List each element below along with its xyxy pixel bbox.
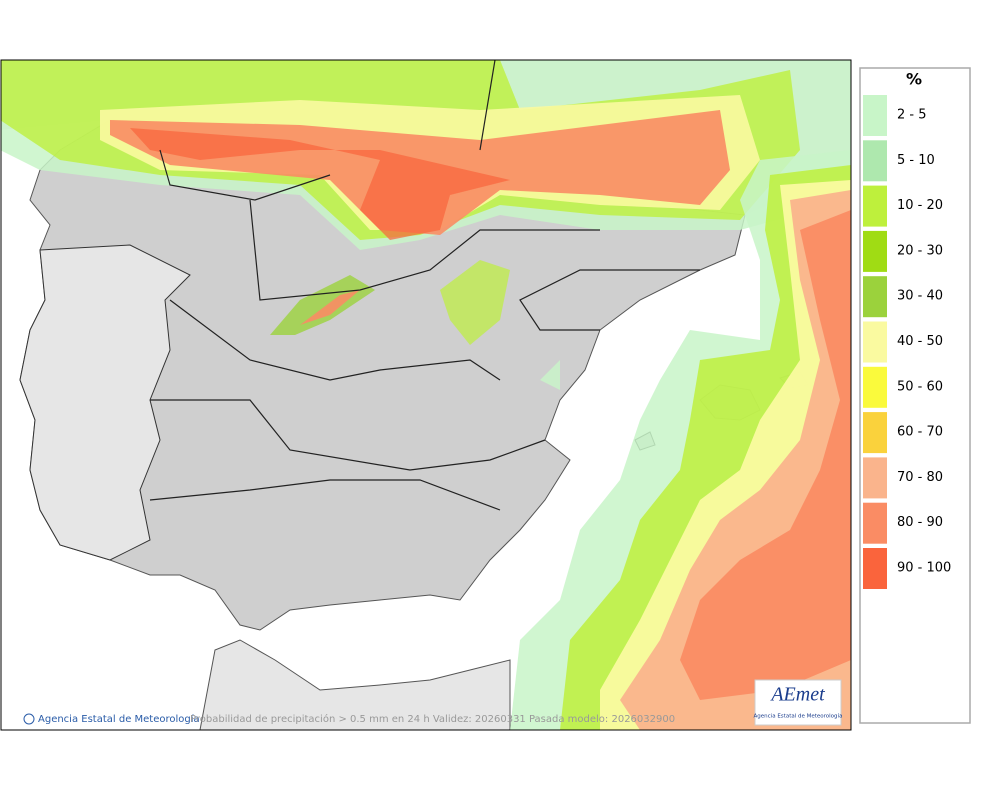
legend-swatch <box>863 321 887 363</box>
map-frame <box>0 59 852 731</box>
legend-swatch <box>863 185 887 227</box>
legend-swatch <box>863 548 887 589</box>
legend-title: % <box>906 70 922 89</box>
legend-swatch <box>863 230 887 272</box>
legend-swatch <box>863 366 887 408</box>
legend-label: 20 - 30 <box>897 243 943 258</box>
legend-swatch <box>863 412 887 454</box>
logo-subtitle: Agencia Estatal de Meteorología <box>754 713 843 720</box>
map <box>1 60 851 730</box>
logo: AEmet Agencia Estatal de Meteorología <box>754 679 843 726</box>
legend-swatch <box>863 95 887 136</box>
legend-label: 50 - 60 <box>897 379 943 394</box>
logo-mark: AEmet <box>769 684 825 706</box>
copyright-icon <box>23 713 35 725</box>
agency-label: Agencia Estatal de Meteorología <box>38 713 200 725</box>
legend-label: 5 - 10 <box>897 153 935 168</box>
legend-label: 60 - 70 <box>897 425 943 440</box>
legend-label: 30 - 40 <box>897 289 943 304</box>
legend-label: 80 - 90 <box>897 515 943 530</box>
legend-label: 70 - 80 <box>897 470 943 485</box>
legend-label: 2 - 5 <box>897 108 927 123</box>
legend-swatch <box>863 457 887 499</box>
legend-swatch <box>863 502 887 544</box>
legend-label: 40 - 50 <box>897 334 943 349</box>
legend-items: 2 - 5 5 - 10 10 - 20 20 - 30 30 - 40 40 - 50 5… <box>863 95 951 589</box>
legend-swatch <box>863 276 887 318</box>
legend-label: 90 - 100 <box>897 561 951 576</box>
legend-label: 10 - 20 <box>897 198 943 213</box>
caption: Probabilidad de precipitación > 0.5 mm e… <box>190 713 675 725</box>
legend-swatch <box>863 140 887 182</box>
